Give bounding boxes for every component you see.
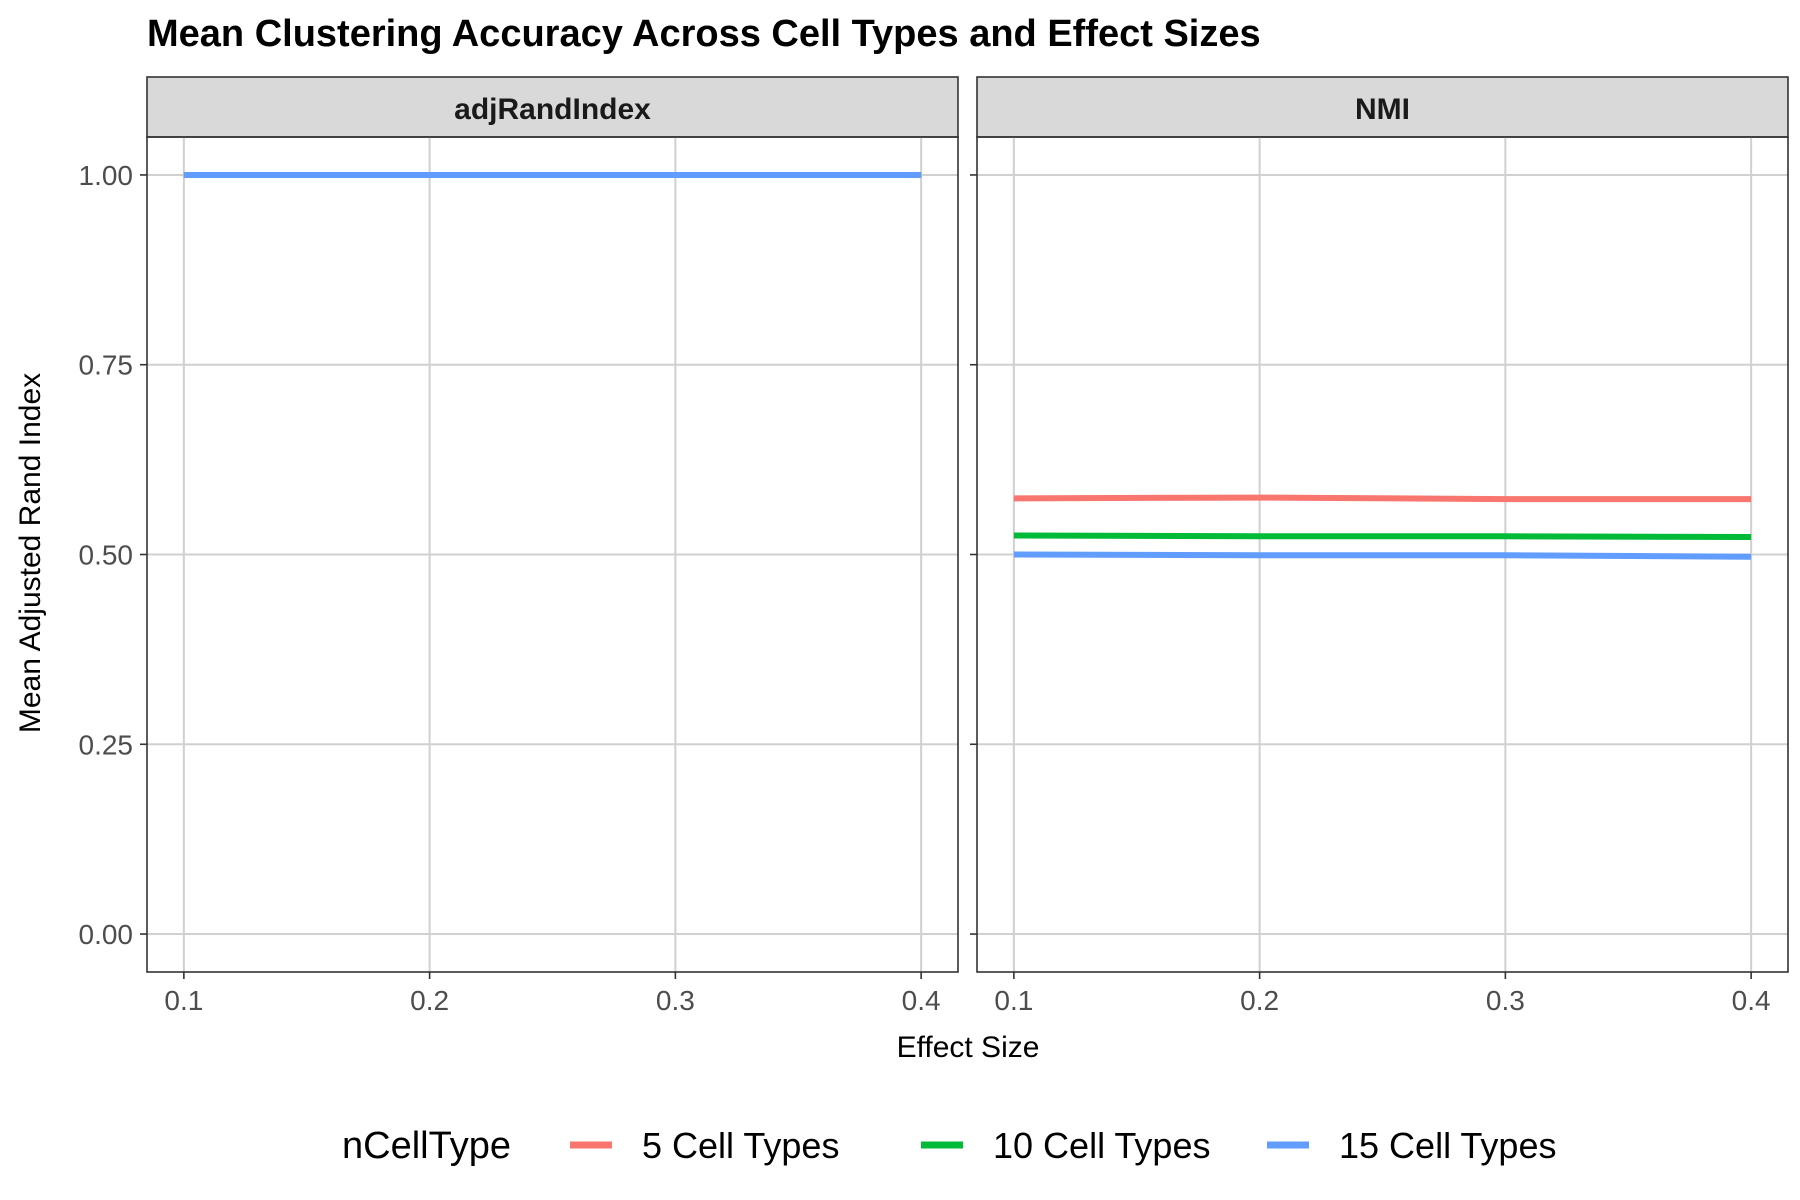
strip-label: NMI: [1355, 93, 1410, 126]
y-tick-label: 0.25: [79, 729, 134, 760]
panel-adjRandIndex: adjRandIndex 0.1 0.2 0.3 0.4 0.00 0.25 0.50 0.75…: [79, 76, 959, 1016]
y-tick-label: 1.00: [79, 160, 134, 191]
legend-label: 10 Cell Types: [993, 1125, 1210, 1166]
series-line: [1013, 551, 1752, 560]
legend-label: 5 Cell Types: [642, 1125, 839, 1166]
strip-label: adjRandIndex: [454, 93, 651, 126]
x-tick-label: 0.1: [164, 985, 203, 1016]
facet-panels: adjRandIndex 0.1 0.2 0.3 0.4 0.00 0.25 0.50 0.75…: [79, 76, 1789, 1016]
y-tick-label: 0.00: [79, 919, 134, 950]
x-tick-label: 0.3: [656, 985, 695, 1016]
legend-entry: 10 Cell Types: [921, 1125, 1210, 1166]
panel-NMI: NMI 0.1 0.2 0.3 0.4: [970, 76, 1789, 1016]
x-tick-label: 0.4: [902, 985, 941, 1016]
x-axis-title: Effect Size: [897, 1031, 1040, 1064]
x-tick-label: 0.1: [994, 985, 1033, 1016]
legend-entries: 5 Cell Types 10 Cell Types 15 Cell Types: [570, 1125, 1556, 1166]
y-tick-label: 0.75: [79, 350, 134, 381]
x-tick-label: 0.2: [410, 985, 449, 1016]
legend-entry: 5 Cell Types: [570, 1125, 839, 1166]
chart-title: Mean Clustering Accuracy Across Cell Typ…: [147, 13, 1261, 55]
y-axis-title: Mean Adjusted Rand Index: [14, 373, 47, 733]
strip-background: [146, 76, 959, 138]
legend: nCellType 5 Cell Types 10 Cell Types 15 Ce…: [342, 1125, 1556, 1167]
series-line: [1013, 494, 1752, 503]
x-tick-label: 0.2: [1240, 985, 1279, 1016]
x-tick-label: 0.4: [1732, 985, 1771, 1016]
x-tick-label: 0.3: [1486, 985, 1525, 1016]
series-line: [1013, 532, 1752, 541]
legend-title: nCellType: [342, 1125, 511, 1167]
strip-background: [976, 76, 1789, 138]
legend-label: 15 Cell Types: [1339, 1125, 1556, 1166]
legend-entry: 15 Cell Types: [1267, 1125, 1556, 1166]
y-tick-label: 0.50: [79, 540, 134, 571]
